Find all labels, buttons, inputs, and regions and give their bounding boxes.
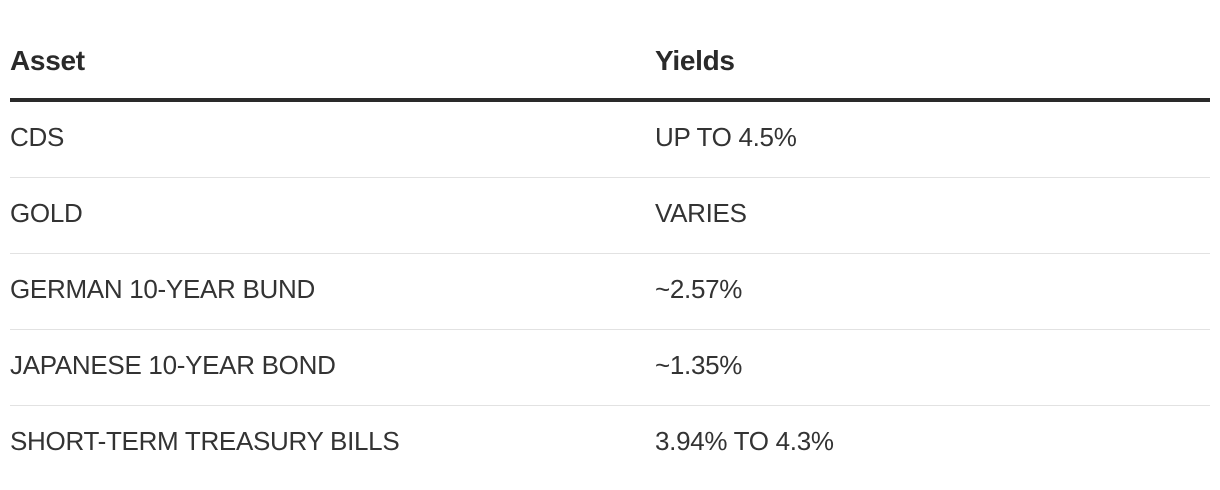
- table-header-row: Asset Yields: [10, 0, 1210, 102]
- table-row: GOLD VARIES: [10, 178, 1210, 254]
- table-row: JAPANESE 10-YEAR BOND ~1.35%: [10, 330, 1210, 406]
- asset-cell: SHORT-TERM TREASURY BILLS: [10, 426, 400, 456]
- asset-cell: GOLD: [10, 198, 83, 228]
- asset-cell: CDS: [10, 122, 64, 152]
- header-asset: Asset: [10, 45, 85, 76]
- header-yields: Yields: [655, 45, 735, 76]
- yields-table: Asset Yields CDS UP TO 4.5% GOLD VARIES …: [10, 0, 1210, 481]
- yield-cell: ~2.57%: [655, 274, 743, 304]
- yield-cell: UP TO 4.5%: [655, 122, 797, 152]
- table-row: SHORT-TERM TREASURY BILLS 3.94% TO 4.3%: [10, 406, 1210, 481]
- asset-cell: GERMAN 10-YEAR BUND: [10, 274, 315, 304]
- yield-cell: 3.94% TO 4.3%: [655, 426, 834, 456]
- table-row: GERMAN 10-YEAR BUND ~2.57%: [10, 254, 1210, 330]
- yield-cell: ~1.35%: [655, 350, 743, 380]
- asset-cell: JAPANESE 10-YEAR BOND: [10, 350, 336, 380]
- yield-cell: VARIES: [655, 198, 747, 228]
- table-row: CDS UP TO 4.5%: [10, 102, 1210, 178]
